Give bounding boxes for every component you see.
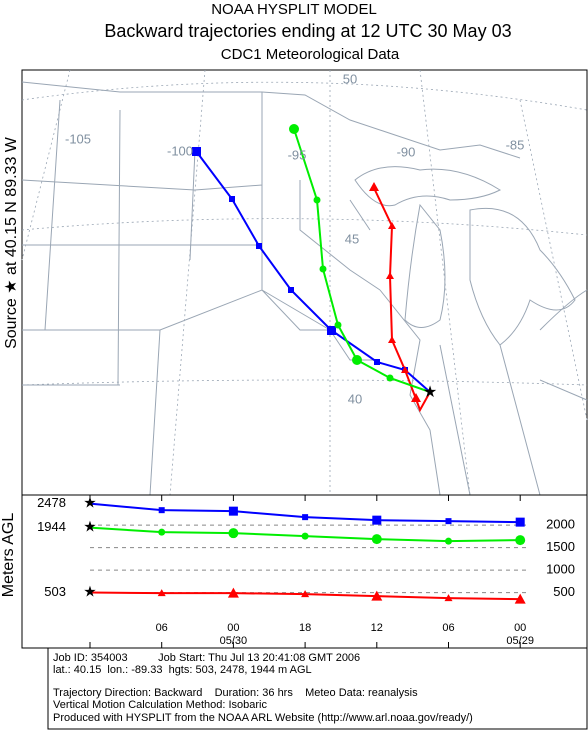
marker [229,196,235,202]
x-tick-label: 00 [227,622,239,634]
source-star: ★ [423,384,437,401]
footer-line: Trajectory Direction: Backward Duration:… [53,687,418,699]
marker [256,243,262,249]
footer-line: Vertical Motion Calculation Method: Isob… [53,699,267,711]
grid-label: 45 [345,231,359,246]
marker [388,336,396,343]
title: NOAA HYSPLIT MODEL [211,1,377,18]
source-star: ★ [83,583,96,600]
footer-line: Produced with HYSPLIT from the NOAA ARL … [53,712,473,724]
marker [289,124,299,134]
y-tick-label: 500 [553,584,575,599]
marker [157,589,166,597]
graticule [419,69,471,496]
source-label: Source ★ at 40.15 N 89.33 W [3,136,20,349]
graticule [21,218,588,236]
marker [192,147,201,156]
lake [469,207,576,346]
grid-label: -85 [506,137,525,152]
marker [313,196,321,204]
lake [404,203,446,328]
trajectory [195,150,431,393]
marker [371,534,382,545]
y-axis-label: Meters AGL [0,513,17,598]
marker [515,535,526,546]
marker [302,514,309,521]
marker [411,393,421,402]
marker [301,590,310,598]
footer-line: lat.: 40.15 lon.: -89.33 hgts: 503, 2478… [53,664,312,676]
date-label: 05/30 [220,635,248,647]
marker [444,594,453,602]
marker [288,287,294,293]
grid-label: -95 [288,147,307,162]
y-tick-label: 1500 [546,539,575,554]
trajectory-markers [369,182,421,402]
marker [386,272,394,279]
footer-frame [47,647,588,730]
x-tick-label: 00 [514,622,526,634]
marker [319,265,327,273]
marker [374,359,380,365]
marker [352,355,362,365]
marker [369,182,379,191]
x-tick-label: 18 [299,622,311,634]
marker [327,326,336,335]
marker [514,593,526,604]
marker [371,590,383,601]
footer-line: Job ID: 354003 Job Start: Thu Jul 13 20:… [53,652,360,664]
data-source: CDC1 Meteorological Data [221,46,400,63]
graticule [169,69,206,496]
marker [158,528,166,536]
start-height-label: 503 [44,584,66,599]
marker [445,537,452,545]
source-star: ★ [83,519,96,536]
grid-label: 40 [348,391,362,406]
graticule [21,81,588,111]
graticule [21,379,588,386]
marker [401,366,409,373]
grid-label: 50 [343,71,357,86]
x-tick-label: 06 [156,622,168,634]
marker [445,518,452,525]
subtitle: Backward trajectories ending at 12 UTC 3… [104,21,511,41]
marker [334,321,342,329]
y-tick-label: 2000 [546,517,575,532]
border [21,81,521,159]
x-tick-label: 12 [371,622,383,634]
marker [158,507,165,514]
x-tick-label: 06 [442,622,454,634]
trajectory [373,187,431,413]
marker [228,528,239,539]
map: ★ Source ★ at 40.15 N 89.33 W -105 -100 -9… [3,69,588,496]
grid-label: -100 [167,143,193,158]
marker [227,587,239,598]
marker [372,515,382,525]
lake [539,289,588,331]
trajectory-markers [289,124,394,382]
source-star: ★ [83,495,96,512]
lake [354,166,502,207]
marker [388,222,396,229]
date-label: 05/29 [506,635,534,647]
start-height-label: 2478 [37,495,66,510]
marker [386,374,394,382]
marker [228,506,238,516]
start-height-label: 1944 [37,519,66,534]
marker [301,532,309,540]
marker [515,517,525,527]
grid-label: -90 [397,144,416,159]
y-tick-label: 1000 [546,562,575,577]
grid-label: -105 [65,131,91,146]
map-frame [21,69,588,496]
state-border [439,344,588,496]
